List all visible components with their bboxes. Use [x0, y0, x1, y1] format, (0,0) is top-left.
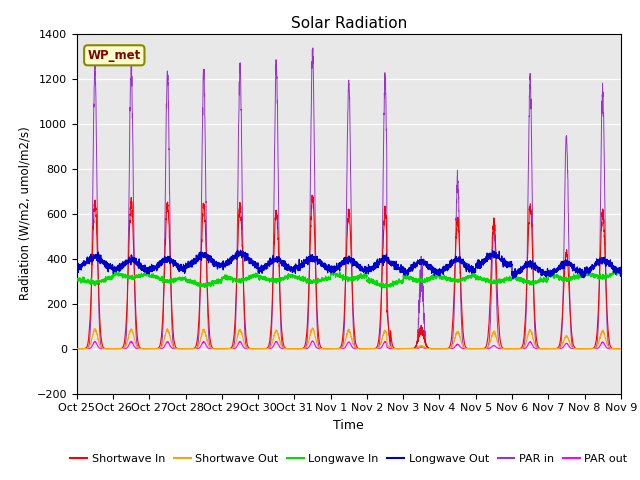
PAR out	[73, 346, 81, 351]
Shortwave In	[471, 346, 479, 351]
Shortwave Out	[616, 346, 624, 351]
Longwave In	[617, 273, 625, 279]
PAR in	[329, 346, 337, 351]
PAR in	[502, 346, 509, 351]
PAR in	[616, 346, 624, 351]
Longwave In	[383, 285, 390, 291]
Shortwave In	[616, 346, 624, 351]
PAR in	[441, 346, 449, 351]
Line: Shortwave Out: Shortwave Out	[77, 328, 621, 348]
Longwave In	[616, 268, 624, 274]
Longwave Out	[616, 266, 624, 272]
Longwave Out	[329, 267, 337, 273]
Longwave Out	[509, 276, 517, 281]
Shortwave In	[308, 192, 316, 198]
Line: Shortwave In: Shortwave In	[77, 195, 621, 348]
Shortwave In	[73, 346, 81, 351]
Longwave Out	[73, 264, 81, 270]
PAR out	[441, 346, 449, 351]
Line: Longwave In: Longwave In	[77, 270, 621, 288]
Longwave In	[471, 274, 479, 279]
Shortwave Out	[308, 325, 316, 331]
Shortwave Out	[617, 346, 625, 351]
Longwave In	[171, 276, 179, 281]
Shortwave Out	[502, 346, 509, 351]
Shortwave Out	[171, 345, 179, 351]
Longwave Out	[502, 257, 509, 263]
PAR out	[616, 346, 624, 351]
PAR in	[471, 346, 479, 351]
Longwave In	[502, 277, 509, 283]
Longwave In	[73, 279, 81, 285]
Longwave Out	[471, 266, 479, 272]
PAR in	[309, 45, 317, 51]
Shortwave In	[617, 346, 625, 351]
Longwave Out	[234, 247, 241, 253]
Shortwave Out	[73, 346, 81, 351]
Longwave Out	[441, 264, 449, 270]
Shortwave In	[441, 346, 449, 351]
Longwave Out	[617, 264, 625, 270]
Line: PAR out: PAR out	[77, 341, 621, 348]
Longwave In	[441, 274, 449, 280]
Y-axis label: Radiation (W/m2, umol/m2/s): Radiation (W/m2, umol/m2/s)	[18, 127, 31, 300]
Title: Solar Radiation: Solar Radiation	[291, 16, 407, 31]
PAR out	[471, 346, 479, 351]
Longwave Out	[171, 259, 179, 264]
Legend: Shortwave In, Shortwave Out, Longwave In, Longwave Out, PAR in, PAR out: Shortwave In, Shortwave Out, Longwave In…	[66, 450, 632, 468]
Shortwave In	[329, 346, 337, 351]
PAR in	[171, 345, 179, 351]
Shortwave In	[502, 346, 509, 351]
Shortwave Out	[329, 346, 337, 351]
Longwave In	[614, 267, 621, 273]
X-axis label: Time: Time	[333, 419, 364, 432]
Text: WP_met: WP_met	[88, 49, 141, 62]
Line: PAR in: PAR in	[77, 48, 621, 348]
PAR out	[329, 346, 337, 351]
PAR in	[617, 346, 625, 351]
Shortwave Out	[441, 346, 449, 351]
Longwave In	[328, 270, 336, 276]
PAR out	[171, 346, 179, 351]
Line: Longwave Out: Longwave Out	[77, 250, 621, 278]
PAR out	[309, 338, 317, 344]
Shortwave Out	[471, 346, 479, 351]
Shortwave In	[171, 341, 179, 347]
PAR out	[617, 346, 625, 351]
PAR out	[502, 346, 509, 351]
PAR in	[73, 346, 81, 351]
